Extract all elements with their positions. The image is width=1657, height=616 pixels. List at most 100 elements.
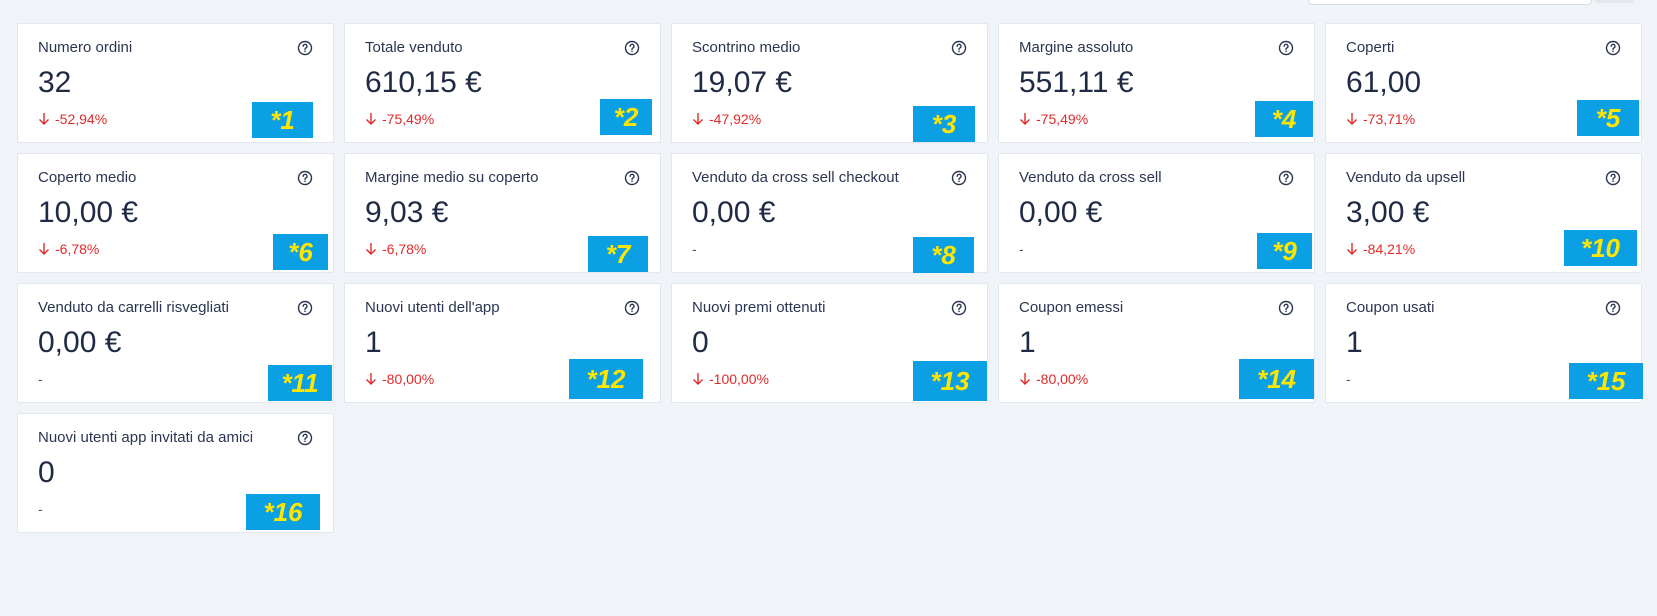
- top-search-input[interactable]: [1308, 0, 1592, 5]
- card-delta: -52,94%: [38, 111, 107, 127]
- arrow-down-icon: [1347, 243, 1357, 255]
- card-delta-text: -: [38, 371, 43, 387]
- card-delta: -: [692, 241, 697, 257]
- card-value: 0,00 €: [692, 196, 776, 229]
- card-value: 0: [692, 326, 709, 359]
- card-title: Venduto da cross sell checkout: [692, 169, 899, 186]
- help-icon[interactable]: [951, 300, 967, 316]
- card-value: 3,00 €: [1346, 196, 1430, 229]
- card-badge: *1: [252, 102, 313, 138]
- card-title: Venduto da cross sell: [1019, 169, 1162, 186]
- card-delta: -73,71%: [1346, 111, 1415, 127]
- help-icon[interactable]: [297, 40, 313, 56]
- kpi-card: Coperto medio 10,00 € -6,78% *6: [17, 153, 334, 273]
- card-delta: -: [38, 501, 43, 517]
- card-title: Coperto medio: [38, 169, 137, 186]
- card-delta-text: -80,00%: [1036, 371, 1089, 387]
- help-icon[interactable]: [624, 170, 640, 186]
- card-badge: *10: [1564, 230, 1637, 266]
- arrow-down-icon: [39, 113, 49, 125]
- help-icon[interactable]: [297, 170, 313, 186]
- help-icon[interactable]: [1278, 40, 1294, 56]
- card-value: 0,00 €: [1019, 196, 1103, 229]
- card-badge: *13: [913, 361, 987, 401]
- kpi-grid: Numero ordini 32 -52,94% *1 Totale vendu…: [17, 23, 1643, 533]
- kpi-card: Venduto da cross sell 0,00 € - *9: [998, 153, 1315, 273]
- card-title: Scontrino medio: [692, 39, 801, 56]
- kpi-card: Margine assoluto 551,11 € -75,49% *4: [998, 23, 1315, 143]
- card-delta: -84,21%: [1346, 241, 1415, 257]
- card-title: Nuovi premi ottenuti: [692, 299, 826, 316]
- card-badge: *9: [1257, 233, 1312, 269]
- card-delta-text: -: [692, 241, 697, 257]
- card-delta: -: [1346, 371, 1351, 387]
- card-title: Margine medio su coperto: [365, 169, 539, 186]
- top-action-button[interactable]: [1594, 0, 1634, 3]
- arrow-down-icon: [1347, 113, 1357, 125]
- arrow-down-icon: [39, 243, 49, 255]
- card-value: 1: [1019, 326, 1036, 359]
- help-icon[interactable]: [297, 430, 313, 446]
- card-delta: -6,78%: [365, 241, 426, 257]
- help-icon[interactable]: [951, 170, 967, 186]
- card-badge: *11: [268, 365, 332, 401]
- kpi-card: Nuovi utenti dell'app 1 -80,00% *12: [344, 283, 661, 403]
- card-delta: -: [38, 371, 43, 387]
- card-value: 0,00 €: [38, 326, 122, 359]
- help-icon[interactable]: [1278, 170, 1294, 186]
- kpi-card: Scontrino medio 19,07 € -47,92% *3: [671, 23, 988, 143]
- card-badge: *5: [1577, 100, 1639, 136]
- card-value: 32: [38, 66, 72, 99]
- kpi-card: Coperti 61,00 -73,71% *5: [1325, 23, 1642, 143]
- card-badge: *8: [913, 237, 974, 273]
- kpi-card: Margine medio su coperto 9,03 € -6,78% *…: [344, 153, 661, 273]
- card-badge: *16: [246, 494, 320, 530]
- arrow-down-icon: [1020, 373, 1030, 385]
- card-value: 61,00: [1346, 66, 1422, 99]
- help-icon[interactable]: [1605, 300, 1621, 316]
- card-delta-text: -6,78%: [55, 241, 100, 257]
- card-delta: -: [1019, 241, 1024, 257]
- help-icon[interactable]: [951, 40, 967, 56]
- card-value: 1: [365, 326, 382, 359]
- kpi-card: Venduto da cross sell checkout 0,00 € - …: [671, 153, 988, 273]
- card-value: 610,15 €: [365, 66, 482, 99]
- card-delta: -80,00%: [1019, 371, 1088, 387]
- card-badge: *6: [273, 234, 328, 270]
- card-delta-text: -80,00%: [382, 371, 435, 387]
- card-delta: -75,49%: [365, 111, 434, 127]
- card-title: Venduto da carrelli risvegliati: [38, 299, 229, 316]
- card-badge: *7: [588, 236, 648, 272]
- card-value: 1: [1346, 326, 1363, 359]
- card-delta: -100,00%: [692, 371, 769, 387]
- card-delta-text: -47,92%: [709, 111, 762, 127]
- arrow-down-icon: [366, 243, 376, 255]
- help-icon[interactable]: [1278, 300, 1294, 316]
- card-badge: *14: [1239, 359, 1314, 399]
- card-delta: -47,92%: [692, 111, 761, 127]
- kpi-card: Coupon usati 1 - *15: [1325, 283, 1643, 403]
- help-icon[interactable]: [624, 40, 640, 56]
- card-badge: *15: [1569, 363, 1643, 399]
- card-title: Totale venduto: [365, 39, 463, 56]
- kpi-card: Venduto da upsell 3,00 € -84,21% *10: [1325, 153, 1642, 273]
- card-title: Coperti: [1346, 39, 1395, 56]
- card-title: Coupon usati: [1346, 299, 1435, 316]
- card-title: Margine assoluto: [1019, 39, 1134, 56]
- kpi-card: Coupon emessi 1 -80,00% *14: [998, 283, 1315, 403]
- card-value: 551,11 €: [1019, 66, 1134, 99]
- card-badge: *4: [1255, 101, 1313, 137]
- card-delta-text: -6,78%: [382, 241, 427, 257]
- card-value: 19,07 €: [692, 66, 793, 99]
- help-icon[interactable]: [1605, 170, 1621, 186]
- arrow-down-icon: [366, 113, 376, 125]
- help-icon[interactable]: [297, 300, 313, 316]
- card-delta-text: -75,49%: [382, 111, 435, 127]
- card-delta: -75,49%: [1019, 111, 1088, 127]
- help-icon[interactable]: [1605, 40, 1621, 56]
- card-value: 10,00 €: [38, 196, 139, 229]
- help-icon[interactable]: [624, 300, 640, 316]
- card-delta: -80,00%: [365, 371, 434, 387]
- kpi-card: Nuovi premi ottenuti 0 -100,00% *13: [671, 283, 988, 403]
- arrow-down-icon: [1020, 113, 1030, 125]
